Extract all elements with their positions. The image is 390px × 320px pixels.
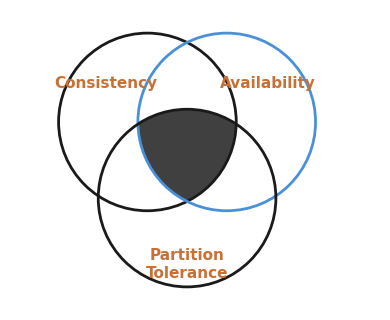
Text: Consistency: Consistency (55, 76, 158, 92)
Text: Partition
Tolerance: Partition Tolerance (146, 248, 228, 282)
Text: Availability: Availability (220, 76, 316, 92)
